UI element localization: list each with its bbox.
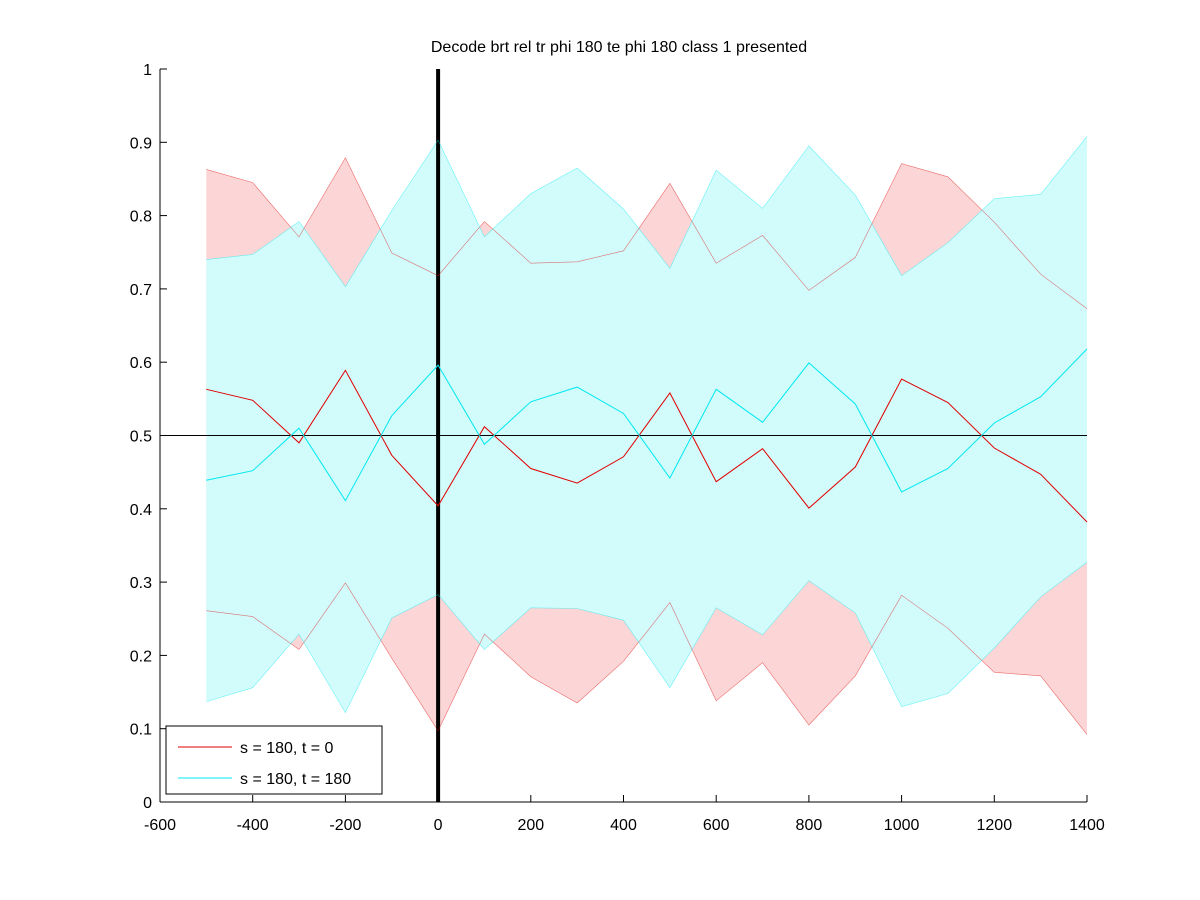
- x-tick-label: 1000: [884, 817, 920, 834]
- x-tick-label: 0: [434, 817, 443, 834]
- y-tick-label: 0.7: [130, 282, 152, 299]
- mean-line-series-2: [206, 348, 1088, 502]
- y-tick-label: 1: [143, 62, 152, 79]
- x-tick-label: 800: [796, 817, 823, 834]
- x-tick-label: 200: [517, 817, 544, 834]
- lower-bound-series-1: [206, 582, 1088, 735]
- x-tick-label: 600: [703, 817, 730, 834]
- y-tick-label: 0.1: [130, 722, 152, 739]
- upper-bound-series-2: [206, 136, 1088, 288]
- legend-box: [165, 725, 383, 795]
- axes: -600 -400 -200 0 200 400 600 800 1000 1200 1400 0 0.…: [130, 62, 1105, 834]
- legend-label-series-1: s = 180, t = 0: [240, 740, 334, 757]
- legend: s = 180, t = 0 s = 180, t = 180: [165, 725, 383, 795]
- y-tick-label: 0.4: [130, 502, 152, 519]
- y-tick-label: 0.2: [130, 648, 152, 665]
- y-tick-label: 0: [143, 795, 152, 812]
- legend-label-series-2: s = 180, t = 180: [240, 771, 351, 788]
- lower-bound-series-2: [206, 562, 1088, 714]
- x-tick-label: -600: [144, 817, 176, 834]
- x-tick-label: 1400: [1069, 817, 1105, 834]
- x-tick-label: 400: [610, 817, 637, 834]
- x-tick-label: -400: [237, 817, 269, 834]
- series-lines: [206, 136, 1088, 735]
- mean-line-series-1: [206, 369, 1088, 523]
- y-tick-label: 0.8: [130, 209, 152, 226]
- chart-title: Decode brt rel tr phi 180 te phi 180 cla…: [431, 39, 807, 56]
- y-tick-label: 0.5: [130, 429, 152, 446]
- x-tick-label: 1200: [977, 817, 1013, 834]
- reference-lines: [160, 69, 1087, 802]
- y-tick-label: 0.6: [130, 355, 152, 372]
- y-tick-label: 0.3: [130, 575, 152, 592]
- x-tick-label: -200: [329, 817, 361, 834]
- y-tick-label: 0.9: [130, 135, 152, 152]
- upper-bound-series-1: [206, 157, 1088, 309]
